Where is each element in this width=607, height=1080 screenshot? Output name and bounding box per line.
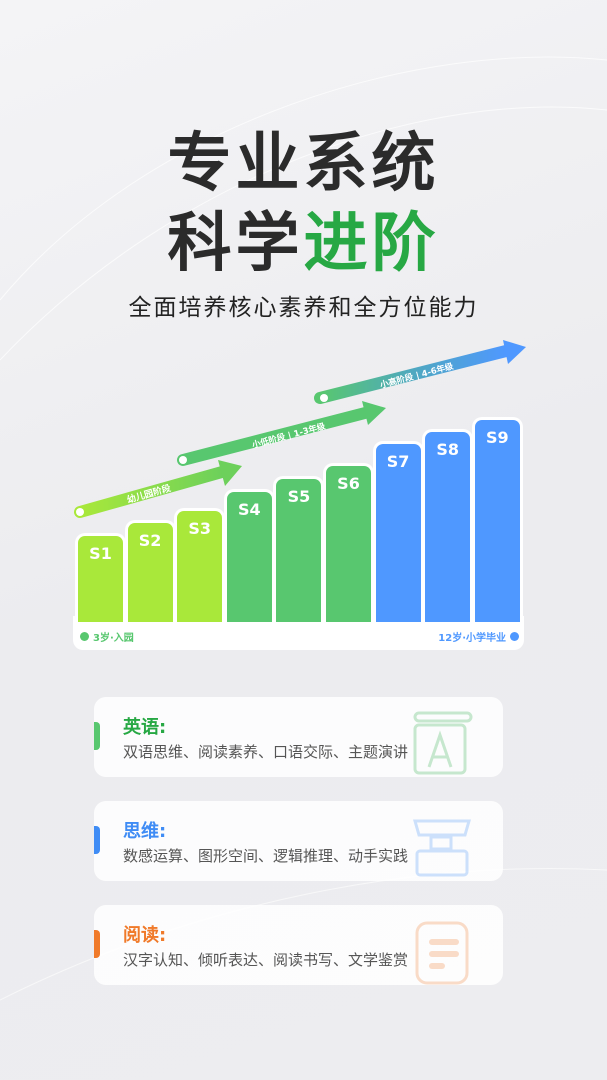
- subject-desc: 汉字认知、倾听表达、阅读书写、文学鉴赏: [123, 951, 409, 969]
- level-bar-s2: S2: [124, 520, 176, 622]
- level-bar-s3: S3: [174, 508, 226, 622]
- subject-title: 阅读:: [123, 925, 167, 946]
- document-icon: [415, 921, 469, 985]
- level-bar-s5: S5: [273, 476, 325, 622]
- headline-line1: 专业系统: [167, 127, 440, 201]
- subject-card-english[interactable]: 英语: 双语思维、阅读素养、口语交际、主题演讲: [94, 697, 503, 777]
- headline-part: 科学: [167, 207, 304, 281]
- subject-desc: 数感运算、图形空间、逻辑推理、动手实践: [123, 847, 409, 865]
- start-dot: [80, 632, 89, 641]
- level-bar-s9: S9: [471, 417, 523, 622]
- subject-card-reading[interactable]: 阅读: 汉字认知、倾听表达、阅读书写、文学鉴赏: [94, 905, 503, 985]
- level-bar-s1: S1: [75, 533, 126, 622]
- level-bar-s7: S7: [372, 441, 424, 622]
- level-bar-s6: S6: [323, 463, 374, 622]
- subject-desc: 双语思维、阅读素养、口语交际、主题演讲: [123, 743, 409, 761]
- card-accent: [94, 826, 100, 854]
- letter-a-icon: [413, 711, 473, 775]
- headline-line2: 科学进阶: [0, 192, 607, 284]
- end-text: 12岁·小学毕业: [438, 633, 506, 644]
- subject-title: 思维:: [123, 821, 167, 842]
- end-dot: [510, 632, 519, 641]
- subtitle: 全面培养核心素养和全方位能力: [128, 295, 479, 321]
- level-bar-s8: S8: [422, 429, 474, 622]
- blocks-icon: [413, 819, 471, 877]
- subject-title: 英语:: [123, 717, 167, 738]
- start-text: 3岁·入园: [93, 633, 134, 644]
- headline-highlight: 进阶: [303, 207, 440, 281]
- level-bar-s4: S4: [223, 489, 275, 622]
- subject-card-thinking[interactable]: 思维: 数感运算、图形空间、逻辑推理、动手实践: [94, 801, 503, 881]
- card-accent: [94, 930, 100, 958]
- card-accent: [94, 722, 100, 750]
- end-age-label: 12岁·小学毕业: [438, 629, 519, 644]
- start-age-label: 3岁·入园: [80, 629, 134, 644]
